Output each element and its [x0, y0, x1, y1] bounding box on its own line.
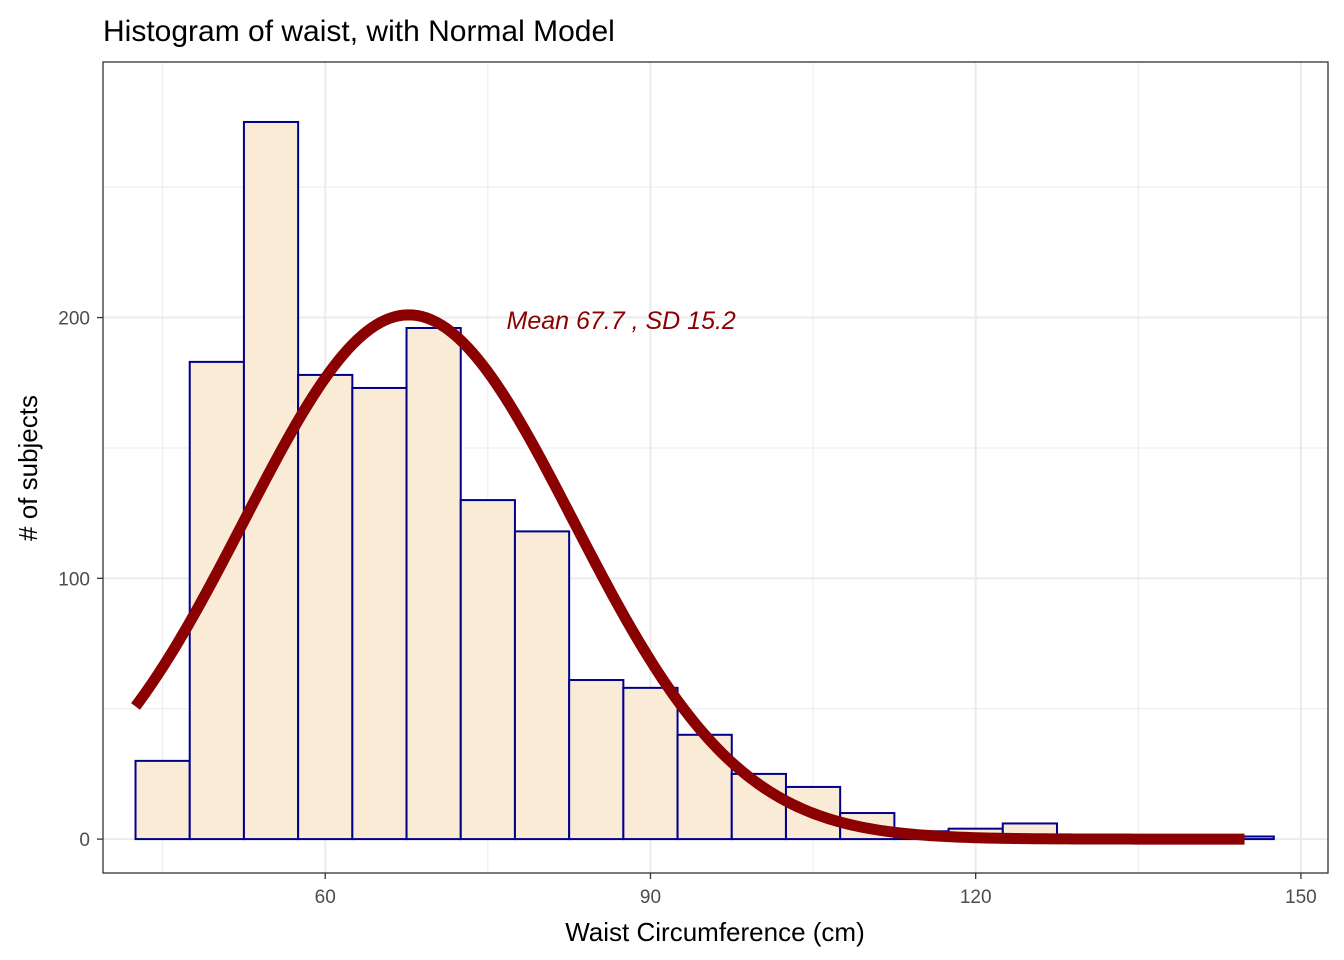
- normal-curve-line: [131, 309, 1246, 845]
- y-axis-title: # of subjects: [13, 395, 43, 541]
- histogram-bar: [513, 530, 571, 841]
- plot-panel-border: [102, 61, 1329, 874]
- chart-title: Histogram of waist, with Normal Model: [103, 15, 615, 48]
- x-tick-label: 150: [1285, 887, 1317, 908]
- histogram-bar: [568, 679, 625, 841]
- x-tick-label: 120: [960, 887, 992, 908]
- x-axis-title: Waist Circumference (cm): [565, 917, 865, 947]
- x-tick-label: 60: [315, 887, 336, 908]
- histogram-bar: [459, 499, 516, 841]
- histogram-bar: [297, 373, 354, 841]
- histogram-bar: [622, 686, 679, 841]
- histogram-bars: [134, 120, 1275, 841]
- y-tick-label: 200: [58, 309, 90, 330]
- histogram-bar: [784, 785, 842, 841]
- y-tick-label: 100: [58, 569, 90, 590]
- x-axis: 60 90 120 150: [315, 873, 1317, 908]
- x-tick-label: 90: [640, 887, 661, 908]
- histogram-bar: [134, 759, 191, 841]
- mean-sd-annotation: Mean 67.7 , SD 15.2: [507, 307, 736, 335]
- y-axis: 0 100 200: [58, 309, 103, 851]
- histogram-bar: [405, 326, 462, 841]
- histogram-bar: [351, 386, 408, 841]
- y-tick-label: 0: [79, 830, 90, 851]
